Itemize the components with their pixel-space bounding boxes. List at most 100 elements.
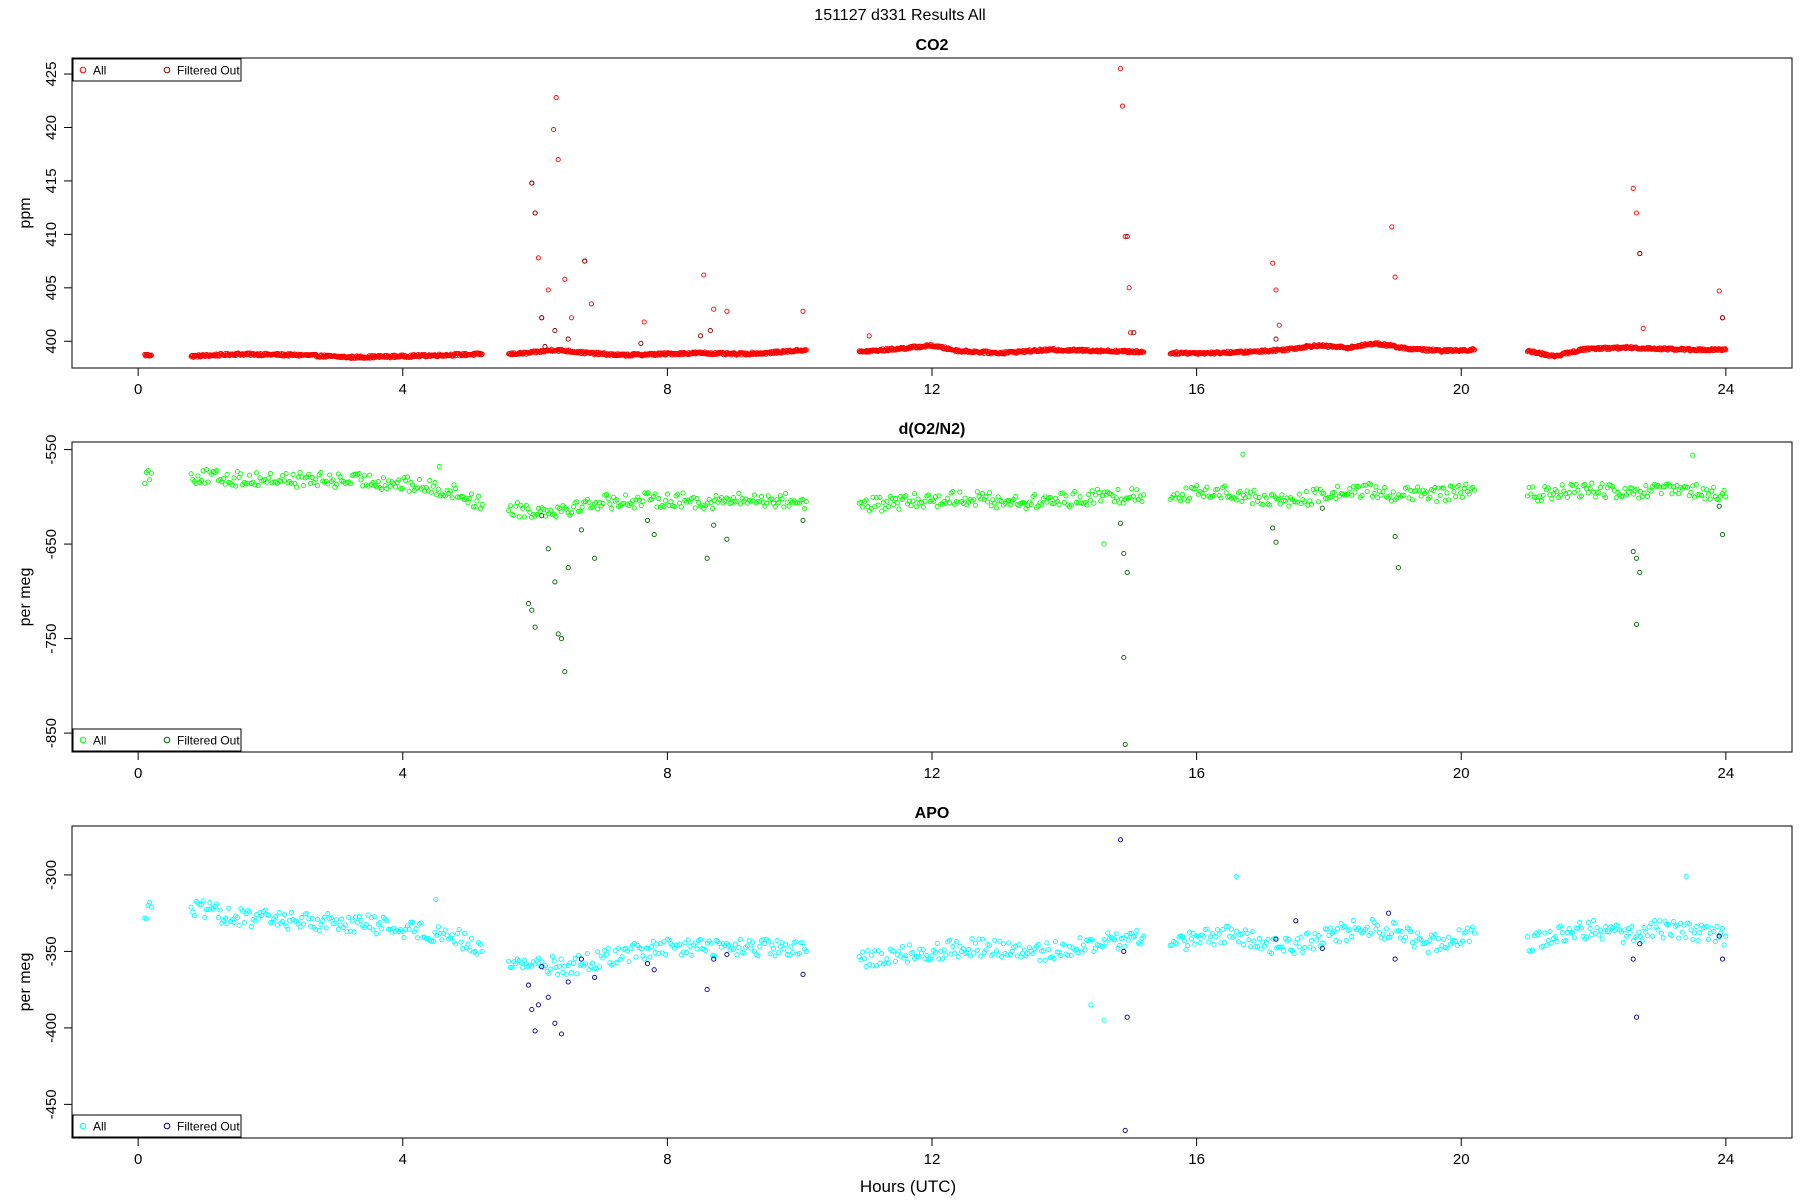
series-0-point: [1547, 928, 1553, 935]
plot-frame: [71, 825, 1793, 1139]
series-0-point: [1235, 939, 1241, 945]
series-0-point: [377, 919, 383, 926]
series-0-point: [718, 494, 724, 500]
series-0-point: [436, 464, 442, 470]
series-0-point: [408, 919, 414, 925]
series-0-point: [288, 480, 294, 486]
series-0-point: [1559, 930, 1565, 936]
series-0-point: [1331, 489, 1337, 496]
series-0-point: [1451, 488, 1457, 495]
x-tick-label: 0: [134, 381, 142, 398]
series-0-point: [262, 907, 268, 913]
series-0-point: [1201, 493, 1207, 499]
series-0-point: [479, 351, 485, 357]
series-0-point: [1310, 946, 1316, 952]
legend-box: [72, 1114, 242, 1138]
series-0-point: [953, 939, 959, 945]
series-0-point: [477, 941, 483, 947]
series-1-point: [592, 974, 598, 980]
series-0-point: [641, 319, 647, 325]
series-0-point: [327, 472, 333, 478]
series-0-point: [1466, 491, 1472, 497]
series-0-point: [882, 960, 888, 966]
series-0-point: [1459, 494, 1466, 500]
y-tick-label: -450: [43, 1089, 60, 1119]
series-0-point: [1000, 941, 1006, 947]
series-0-point: [1042, 494, 1048, 500]
series-0-point: [337, 922, 343, 928]
series-0-point: [1350, 917, 1356, 924]
series-0-point: [295, 474, 301, 480]
series-0-point: [539, 959, 545, 965]
series-0-point: [802, 506, 808, 512]
series-0-point: [950, 489, 956, 495]
series-0-point: [1596, 932, 1602, 938]
legend-marker: [79, 1122, 87, 1130]
series-0-point: [664, 491, 670, 497]
series-0-point: [724, 308, 730, 314]
series-0-point: [1603, 924, 1609, 930]
series-0-point: [680, 490, 686, 496]
series-0-point: [374, 931, 380, 937]
legend-box: [72, 58, 242, 82]
series-0-point: [1016, 942, 1022, 948]
series-0-point: [1117, 942, 1123, 948]
series-0-point: [1408, 929, 1414, 935]
series-0-point: [1660, 935, 1666, 941]
series-0-point: [1228, 926, 1234, 932]
series-0-point: [730, 494, 737, 501]
series-0-point: [1117, 66, 1124, 72]
series-0-point: [749, 349, 755, 355]
series-0-point: [365, 912, 371, 918]
series-0-point: [1223, 923, 1229, 930]
series-0-point: [1676, 491, 1682, 497]
series-0-point: [1716, 935, 1722, 941]
series-0-point: [1620, 939, 1626, 945]
series-0-point: [252, 918, 258, 924]
series-1-point: [1124, 1014, 1130, 1020]
series-0-point: [410, 919, 416, 925]
series-0-point: [652, 491, 658, 497]
series-1-point: [542, 344, 548, 350]
series-0-point: [1671, 919, 1677, 925]
series-0-point: [1672, 488, 1678, 494]
series-0-point: [306, 916, 312, 922]
panel-title: APO: [915, 805, 950, 822]
series-1-point: [1121, 948, 1127, 954]
series-0-point: [652, 950, 658, 956]
y-axis-label: per meg: [17, 568, 34, 627]
series-0-point: [1364, 488, 1370, 495]
y-tick-label: 410: [43, 222, 60, 247]
series-0-point: [214, 468, 220, 474]
series-0-point: [281, 353, 287, 359]
series-1-point: [532, 624, 538, 630]
series-0-point: [912, 491, 918, 497]
series-0-point: [1039, 501, 1045, 508]
series-0-point: [762, 941, 768, 947]
x-tick-label: 20: [1453, 381, 1470, 398]
series-0-point: [302, 911, 308, 917]
series-0-point: [558, 956, 564, 962]
series-0-point: [479, 948, 485, 954]
series-0-point: [774, 937, 780, 944]
series-0-point: [1688, 489, 1694, 495]
series-0-point: [1099, 944, 1106, 950]
series-0-point: [789, 949, 796, 956]
series-1-point: [565, 979, 571, 985]
series-0-point: [240, 908, 246, 914]
series-0-point: [645, 490, 651, 496]
series-0-point: [1396, 928, 1402, 934]
series-0-point: [858, 499, 864, 506]
y-tick-label: -650: [43, 529, 60, 559]
series-0-point: [920, 504, 926, 510]
series-0-point: [788, 944, 794, 950]
data-layer: [142, 66, 1729, 361]
y-tick-label: 400: [43, 329, 60, 354]
series-0-point: [1399, 928, 1405, 935]
series-0-point: [516, 514, 522, 520]
series-0-point: [1721, 487, 1727, 493]
series-0-point: [368, 915, 374, 921]
series-0-point: [903, 953, 909, 959]
series-0-point: [1371, 919, 1377, 925]
series-0-point: [1260, 939, 1266, 945]
